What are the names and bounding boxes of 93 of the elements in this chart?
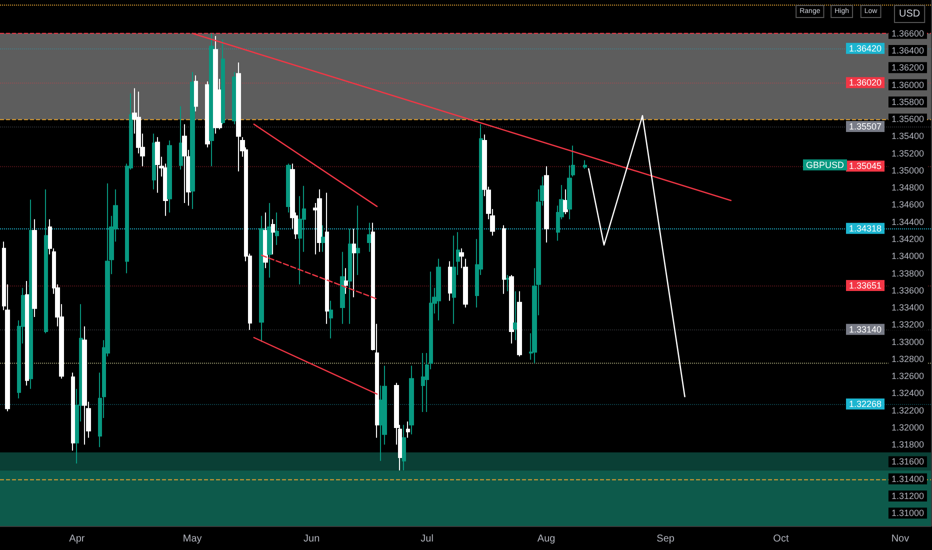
candlestick	[436, 258, 441, 321]
candlestick	[167, 140, 172, 213]
y-tick-label: 1.32800	[891, 354, 924, 364]
candlestick	[29, 199, 33, 390]
candlestick	[82, 326, 87, 446]
y-tick-label: 1.36600	[891, 28, 924, 38]
candlestick	[190, 71, 195, 210]
candlestick	[152, 133, 156, 190]
y-tick-label: 1.35200	[891, 148, 924, 158]
candlestick	[509, 274, 514, 344]
candlestick	[213, 35, 218, 134]
x-tick-label: Oct	[773, 534, 789, 544]
ref-line-label: 1.34318	[849, 223, 882, 234]
candlestick	[517, 290, 522, 357]
candlestick	[25, 280, 29, 386]
candlestick	[275, 212, 279, 246]
candlestick	[221, 38, 225, 125]
candlestick	[513, 290, 518, 341]
candlestick	[271, 218, 275, 255]
candlestick	[348, 228, 352, 324]
y-tick-label: 1.31400	[891, 474, 924, 484]
candlestick	[259, 215, 264, 342]
y-tick-label: 1.32200	[891, 405, 924, 416]
y-tick-label: 1.32400	[891, 388, 924, 398]
y-tick-label: 1.31600	[891, 456, 924, 467]
y-tick-label: 1.32600	[891, 371, 924, 382]
candlestick	[194, 74, 198, 112]
line-series	[588, 115, 686, 398]
y-tick-label: 1.36000	[891, 80, 924, 90]
x-tick-label: Jul	[420, 534, 434, 544]
y-tick-label: 1.32000	[891, 422, 924, 432]
candlestick	[236, 62, 241, 172]
candlestick	[44, 188, 48, 334]
y-tick-label: 1.33800	[891, 268, 924, 278]
y-tick-label: 1.33400	[891, 302, 924, 313]
ref-line-label: 1.36420	[849, 43, 882, 54]
y-tick-label: 1.31200	[891, 491, 924, 502]
candlestick	[544, 166, 549, 243]
x-tick-label: Jun	[304, 534, 320, 544]
y-tick-label: 1.31000	[891, 508, 924, 518]
candlestick	[155, 136, 160, 194]
y-tick-label: 1.34000	[891, 251, 924, 262]
x-tick-label: May	[182, 534, 202, 544]
candlestick	[317, 188, 322, 252]
candlestick	[583, 160, 587, 170]
ref-line-label: 1.35045	[849, 161, 882, 172]
ref-line-label: 1.32268	[849, 399, 882, 410]
y-tick-label: 1.33200	[891, 320, 924, 330]
y-tick-label: 1.36400	[891, 46, 924, 56]
y-tick-label: 1.35800	[891, 96, 924, 107]
ref-line-label: 1.36020	[849, 78, 882, 88]
candlestick	[344, 268, 348, 294]
ref-line-label: 1.33651	[849, 280, 882, 291]
y-tick-label: 1.31800	[891, 440, 924, 450]
y-tick-label: 1.36200	[891, 62, 924, 73]
candlestick	[71, 372, 75, 452]
candlestick	[448, 260, 452, 302]
candlestick	[329, 300, 333, 339]
y-tick-label: 1.35600	[891, 114, 924, 124]
candlestick	[267, 202, 272, 278]
candlestick	[352, 228, 356, 298]
x-tick-label: Apr	[69, 534, 86, 544]
y-tick-label: 1.33600	[891, 285, 924, 296]
candlestick	[409, 365, 414, 435]
annotation: USD	[899, 8, 920, 20]
candlestick	[502, 224, 506, 294]
candlestick	[367, 222, 372, 252]
candlestick	[506, 274, 510, 292]
ref-line-label: 1.33140	[849, 324, 882, 334]
candlestick	[179, 106, 183, 170]
candlestick	[340, 251, 345, 324]
candlestick	[421, 352, 425, 413]
y-tick-label: 1.35400	[891, 131, 924, 142]
y-tick-label: 1.35000	[891, 165, 924, 176]
candlestick	[325, 192, 329, 324]
candlestick	[356, 205, 360, 276]
x-tick-label: Sep	[656, 534, 675, 544]
ref-line-label: 1.35507	[849, 122, 882, 132]
y-tick-label: 1.34600	[891, 200, 924, 210]
candlestick	[402, 424, 406, 471]
candlestick	[321, 224, 325, 252]
y-tick-label: 1.34800	[891, 182, 924, 193]
candlestick	[452, 235, 456, 324]
candlestick	[406, 420, 410, 438]
x-tick-label: Aug	[537, 534, 556, 544]
candlestick	[182, 124, 187, 204]
y-tick-label: 1.33000	[891, 336, 924, 347]
y-tick-label: 1.34400	[891, 216, 924, 227]
y-tick-label: 1.34200	[891, 234, 924, 244]
annotation: GBPUSD	[806, 160, 845, 170]
x-tick-label: Nov	[891, 534, 910, 544]
candlestick	[32, 218, 37, 318]
candlestick	[563, 188, 568, 215]
